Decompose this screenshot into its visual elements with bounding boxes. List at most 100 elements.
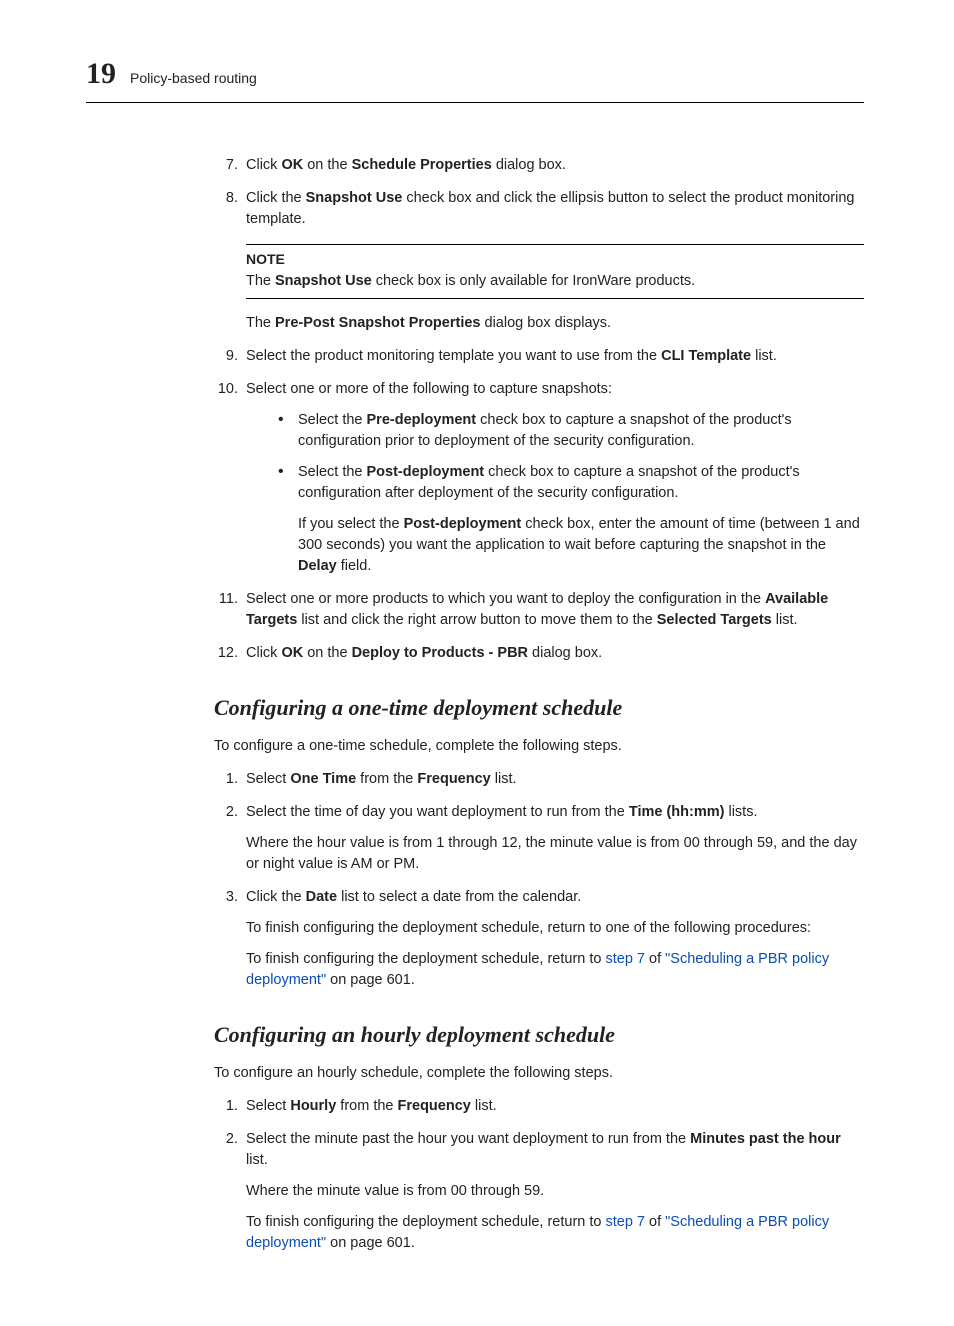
- paragraph: To finish configuring the deployment sch…: [246, 918, 864, 939]
- bold-text: Frequency: [417, 771, 490, 787]
- xref-link[interactable]: step 7: [606, 1214, 646, 1230]
- text: of: [645, 951, 665, 967]
- bold-text: Delay: [298, 558, 337, 574]
- step-number: 1.: [214, 769, 238, 790]
- step-11: 11. Select one or more products to which…: [214, 589, 864, 631]
- step-number: 3.: [214, 887, 238, 908]
- step-1: 1. Select Hourly from the Frequency list…: [214, 1096, 864, 1117]
- text: list.: [491, 771, 517, 787]
- step-number: 2.: [214, 802, 238, 823]
- bold-text: Selected Targets: [657, 612, 772, 628]
- bold-text: Snapshot Use: [275, 273, 372, 289]
- text: dialog box displays.: [480, 315, 611, 331]
- text: list to select a date from the calendar.: [337, 889, 581, 905]
- paragraph: Where the hour value is from 1 through 1…: [246, 833, 864, 875]
- text: check box is only available for IronWare…: [372, 273, 695, 289]
- text: Click: [246, 157, 281, 173]
- text: Select: [246, 1098, 290, 1114]
- bold-text: Frequency: [398, 1098, 471, 1114]
- step-text: Select the product monitoring template y…: [246, 348, 777, 364]
- bold-text: Pre-deployment: [367, 412, 477, 428]
- note-title: NOTE: [246, 249, 864, 269]
- text: dialog box.: [528, 645, 602, 661]
- text: Select the: [298, 412, 367, 428]
- section-heading: Configuring an hourly deployment schedul…: [214, 1019, 864, 1051]
- paragraph: If you select the Post-deployment check …: [298, 514, 864, 577]
- text: on page 601.: [326, 972, 415, 988]
- step-list: 1. Select One Time from the Frequency li…: [214, 769, 864, 991]
- chapter-title: Policy-based routing: [130, 68, 257, 88]
- text: list.: [471, 1098, 497, 1114]
- text: list.: [772, 612, 798, 628]
- text: list.: [751, 348, 777, 364]
- section-heading: Configuring a one-time deployment schedu…: [214, 692, 864, 724]
- step-text: Click OK on the Schedule Properties dial…: [246, 157, 566, 173]
- xref-link[interactable]: step 7: [606, 951, 646, 967]
- step-number: 12.: [214, 643, 238, 664]
- bold-text: Date: [306, 889, 337, 905]
- paragraph: To finish configuring the deployment sch…: [246, 1212, 864, 1254]
- step-number: 10.: [214, 379, 238, 400]
- step-number: 7.: [214, 155, 238, 176]
- step-3: 3. Click the Date list to select a date …: [214, 887, 864, 991]
- step-7: 7. Click OK on the Schedule Properties d…: [214, 155, 864, 176]
- text: The: [246, 315, 275, 331]
- text: field.: [337, 558, 372, 574]
- text: Click the: [246, 889, 306, 905]
- step-1: 1. Select One Time from the Frequency li…: [214, 769, 864, 790]
- text: The: [246, 273, 275, 289]
- text: To finish configuring the deployment sch…: [246, 1214, 606, 1230]
- step-text: Click the Date list to select a date fro…: [246, 889, 581, 905]
- page: 19 Policy-based routing 7. Click OK on t…: [0, 0, 954, 1326]
- bold-text: Minutes past the hour: [690, 1131, 841, 1147]
- text: of: [645, 1214, 665, 1230]
- paragraph: To finish configuring the deployment sch…: [246, 949, 864, 991]
- step-list: 7. Click OK on the Schedule Properties d…: [214, 155, 864, 665]
- text: list and click the right arrow button to…: [297, 612, 656, 628]
- text: Select: [246, 771, 290, 787]
- step-9: 9. Select the product monitoring templat…: [214, 346, 864, 367]
- step-text: Select Hourly from the Frequency list.: [246, 1098, 497, 1114]
- bold-text: Deploy to Products - PBR: [352, 645, 528, 661]
- step-text: Select the time of day you want deployme…: [246, 804, 757, 820]
- bold-text: Post-deployment: [404, 516, 522, 532]
- bold-text: OK: [281, 157, 303, 173]
- section-intro: To configure a one-time schedule, comple…: [214, 736, 864, 757]
- bold-text: Time (hh:mm): [629, 804, 725, 820]
- bullet-item: Select the Pre-deployment check box to c…: [278, 410, 864, 452]
- text: list.: [246, 1152, 268, 1168]
- text: Click the: [246, 190, 306, 206]
- step-text: Select one or more of the following to c…: [246, 381, 612, 397]
- step-10: 10. Select one or more of the following …: [214, 379, 864, 577]
- text: on page 601.: [326, 1235, 415, 1251]
- text: To finish configuring the deployment sch…: [246, 951, 606, 967]
- step-text: Select One Time from the Frequency list.: [246, 771, 517, 787]
- note-body: The Snapshot Use check box is only avail…: [246, 271, 864, 292]
- text: lists.: [724, 804, 757, 820]
- bullet-list: Select the Pre-deployment check box to c…: [246, 410, 864, 577]
- step-number: 11.: [214, 589, 238, 610]
- step-list: 1. Select Hourly from the Frequency list…: [214, 1096, 864, 1254]
- section-one-time: Configuring a one-time deployment schedu…: [214, 692, 864, 991]
- bullet-item: Select the Post-deployment check box to …: [278, 462, 864, 577]
- text: on the: [303, 645, 351, 661]
- step-12: 12. Click OK on the Deploy to Products -…: [214, 643, 864, 664]
- running-header: 19 Policy-based routing: [86, 52, 864, 103]
- bold-text: OK: [281, 645, 303, 661]
- step-8: 8. Click the Snapshot Use check box and …: [214, 188, 864, 334]
- step-2: 2. Select the minute past the hour you w…: [214, 1129, 864, 1254]
- text: from the: [356, 771, 417, 787]
- text: Select the product monitoring template y…: [246, 348, 661, 364]
- text: Select one or more products to which you…: [246, 591, 765, 607]
- step-text: Select one or more products to which you…: [246, 591, 828, 628]
- text: dialog box.: [492, 157, 566, 173]
- text: Select the minute past the hour you want…: [246, 1131, 690, 1147]
- bold-text: CLI Template: [661, 348, 751, 364]
- bold-text: Pre-Post Snapshot Properties: [275, 315, 480, 331]
- step-text: Click OK on the Deploy to Products - PBR…: [246, 645, 602, 661]
- bold-text: Post-deployment: [367, 464, 485, 480]
- text: Select the time of day you want deployme…: [246, 804, 629, 820]
- paragraph: The Pre-Post Snapshot Properties dialog …: [246, 313, 864, 334]
- text: If you select the: [298, 516, 404, 532]
- section-intro: To configure an hourly schedule, complet…: [214, 1063, 864, 1084]
